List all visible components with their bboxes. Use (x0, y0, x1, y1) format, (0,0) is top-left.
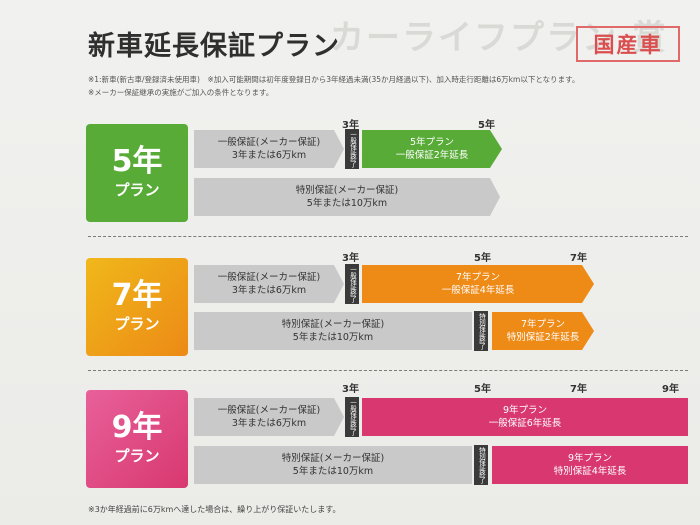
plan-5-name: プラン (114, 181, 160, 199)
plan-9-special-warranty-bar: 特別保証(メーカー保証) 5年または10万km (194, 446, 472, 484)
plan-9-special-end-marker: 特別保証終了 (474, 445, 488, 485)
background-watermark-text: カーライフプラン 賞 (330, 18, 668, 58)
plan-9-name: プラン (114, 447, 160, 465)
footer-note: ※3か年経過前に6万kmへ達した場合は、繰り上がり保証いたします。 (88, 505, 341, 514)
plan-7-name: プラン (114, 315, 160, 333)
plan-7-special-end-marker: 特別保証終了 (474, 311, 488, 351)
plan-7-years: 7年 (111, 278, 163, 313)
note-line-2: ※メーカー保証継承の実施がご加入の条件となります。 (88, 88, 274, 97)
plan-7-extension-bar: 7年プラン 一般保証4年延長 (362, 265, 594, 303)
plan-9-special-extension-bar: 9年プラン 特別保証4年延長 (492, 446, 688, 484)
note-line-1: ※1:新車(新古車/登録済未使用車) ※加入可能期間は初年度登録日から3年経過未… (88, 75, 580, 84)
year-marker-5: 5年 (478, 120, 495, 131)
category-badge: 国産車 (576, 26, 680, 62)
plan-5-general-warranty-bar: 一般保証(メーカー保証) 3年または6万km (194, 130, 344, 168)
year-marker-5: 5年 (474, 253, 491, 264)
divider (88, 370, 688, 371)
year-marker-3: 3年 (342, 253, 359, 264)
year-marker-7: 7年 (570, 384, 587, 395)
plan-7-special-warranty-bar: 特別保証(メーカー保証) 5年または10万km (194, 312, 472, 350)
plan-9-general-end-marker: 一般保証終了 (345, 397, 359, 437)
plan-9-extension-bar: 9年プラン 一般保証6年延長 (362, 398, 688, 436)
plan-5-extension-bar: 5年プラン 一般保証2年延長 (362, 130, 502, 168)
year-marker-7: 7年 (570, 253, 587, 264)
plan-5-special-warranty-bar: 特別保証(メーカー保証) 5年または10万km (194, 178, 500, 216)
plan-9-years: 9年 (111, 410, 163, 445)
page-title: 新車延長保証プラン (88, 31, 340, 62)
plan-7-special-extension-bar: 7年プラン 特別保証2年延長 (492, 312, 594, 350)
plan-5-label: 5年 プラン (86, 124, 188, 222)
year-marker-9: 9年 (662, 384, 679, 395)
plan-5-years: 5年 (111, 144, 163, 179)
year-marker-3: 3年 (342, 384, 359, 395)
plan-9-general-warranty-bar: 一般保証(メーカー保証) 3年または6万km (194, 398, 344, 436)
plan-7-label: 7年 プラン (86, 258, 188, 356)
plan-5-general-end-marker: 一般保証終了 (345, 129, 359, 169)
plan-7-general-end-marker: 一般保証終了 (345, 264, 359, 304)
plan-7-general-warranty-bar: 一般保証(メーカー保証) 3年または6万km (194, 265, 344, 303)
year-marker-3: 3年 (342, 120, 359, 131)
divider (88, 236, 688, 237)
year-marker-5: 5年 (474, 384, 491, 395)
plan-9-label: 9年 プラン (86, 390, 188, 488)
